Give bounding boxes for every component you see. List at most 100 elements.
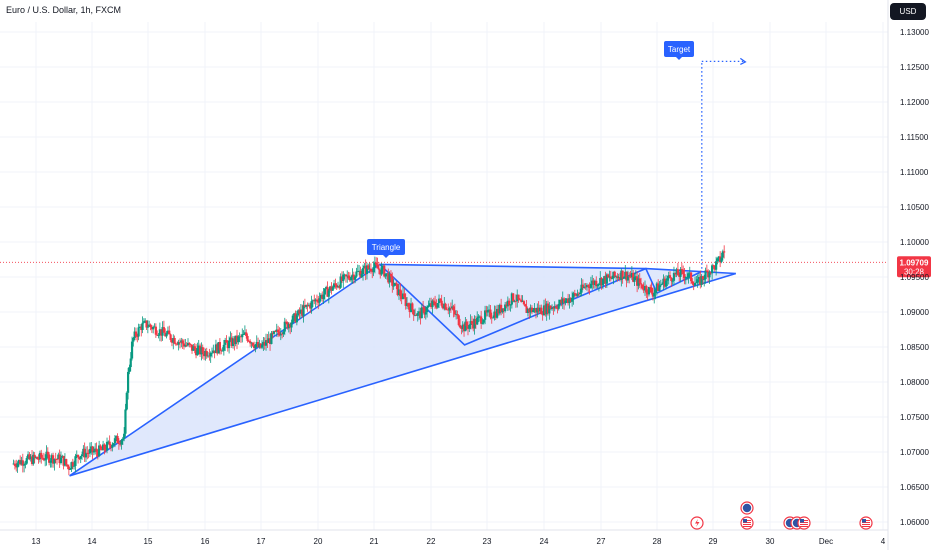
candle: [682, 265, 685, 281]
triangle-label[interactable]: Triangle: [367, 239, 405, 258]
candle-body: [585, 284, 588, 288]
candle: [600, 276, 603, 290]
candle: [75, 450, 78, 459]
candle-body: [17, 460, 20, 464]
candle: [642, 282, 645, 294]
target-label[interactable]: Target: [664, 41, 694, 60]
candle-body: [649, 287, 652, 289]
candle: [290, 319, 293, 333]
candle-body: [466, 326, 470, 329]
candle-body: [530, 307, 534, 313]
candle: [303, 298, 306, 309]
y-axis[interactable]: 1.13000 1.12500 1.12000 1.11500 1.11000 1.105…: [900, 28, 929, 527]
candle: [712, 264, 715, 269]
y-tick-label: 1.07500: [900, 413, 929, 422]
target-label-pointer: [676, 57, 682, 60]
x-tick-label: 16: [201, 537, 210, 546]
candle: [621, 270, 624, 284]
us-flag-icon[interactable]: [859, 516, 873, 530]
us-flag-icon[interactable]: [797, 516, 811, 530]
candle-body: [136, 336, 139, 338]
candle-body: [336, 286, 340, 288]
candle: [182, 339, 186, 350]
candle: [716, 257, 719, 265]
candle: [626, 270, 630, 284]
candle-body: [651, 292, 655, 297]
candle-body: [123, 433, 126, 439]
candle-body: [699, 276, 702, 285]
candle-body: [255, 342, 258, 345]
symbol-title[interactable]: Euro / U.S. Dollar, 1h, FXCM: [6, 5, 122, 15]
candle-body: [149, 324, 152, 327]
candle-body: [568, 298, 571, 304]
y-tick-label: 1.09000: [900, 308, 929, 317]
candle: [91, 445, 94, 460]
candle-body: [109, 445, 113, 448]
candle: [145, 320, 148, 330]
candle: [294, 310, 297, 324]
x-tick-label: 22: [427, 537, 436, 546]
price-badge-value: 1.09709: [900, 258, 929, 267]
candle: [348, 272, 351, 282]
candle: [45, 445, 48, 466]
candle: [529, 304, 532, 318]
candle: [514, 294, 517, 308]
candle: [73, 460, 76, 470]
candle-body: [314, 299, 317, 302]
x-axis[interactable]: 13 14 15 16 17 20 21 22 23 24 27 28 29 30 Dec 4: [32, 537, 886, 546]
candle: [497, 304, 500, 316]
candle-body: [107, 441, 110, 443]
candle-body: [525, 306, 528, 314]
candle-body: [15, 465, 18, 468]
x-tick-label: 28: [653, 537, 662, 546]
candle: [136, 333, 139, 343]
candle-body: [604, 276, 607, 284]
candle-body: [500, 304, 503, 313]
candle: [560, 296, 563, 307]
candle: [508, 298, 511, 311]
candle-body: [520, 299, 523, 302]
candle-body: [278, 332, 281, 336]
candle-body: [90, 446, 93, 449]
candle: [16, 461, 19, 473]
candle-body: [213, 350, 216, 354]
candle: [274, 330, 277, 333]
candle-body: [447, 309, 450, 311]
candle-body: [542, 305, 546, 316]
us-flag-icon[interactable]: [740, 516, 754, 530]
candle-body: [74, 456, 77, 466]
candle-body: [589, 283, 592, 288]
us-event-icon-upper[interactable]: [740, 501, 754, 515]
candle-body: [355, 271, 358, 277]
candle-body: [361, 268, 365, 275]
candle: [55, 458, 59, 465]
candle: [347, 271, 350, 280]
triangle-label-pointer: [383, 255, 389, 258]
candle: [530, 305, 534, 315]
candle: [336, 281, 340, 289]
candle: [331, 285, 334, 292]
candle-body: [621, 270, 624, 279]
flag-stripe: [743, 524, 751, 525]
candle-body: [188, 342, 191, 345]
candle: [451, 299, 454, 310]
flash-icon[interactable]: [690, 516, 704, 530]
candle-body: [338, 286, 341, 288]
candle: [430, 297, 433, 309]
candle-body: [82, 448, 85, 455]
candle: [104, 444, 107, 453]
candle-body: [28, 454, 31, 460]
candle-body: [63, 459, 67, 466]
candle: [339, 273, 342, 289]
candle: [188, 342, 191, 348]
candle: [532, 307, 535, 313]
economic-events[interactable]: [690, 501, 873, 530]
candle-body: [321, 294, 324, 299]
candle: [168, 325, 171, 335]
candle: [299, 304, 302, 319]
candle-body: [241, 334, 244, 338]
currency-button[interactable]: USD: [890, 3, 926, 20]
